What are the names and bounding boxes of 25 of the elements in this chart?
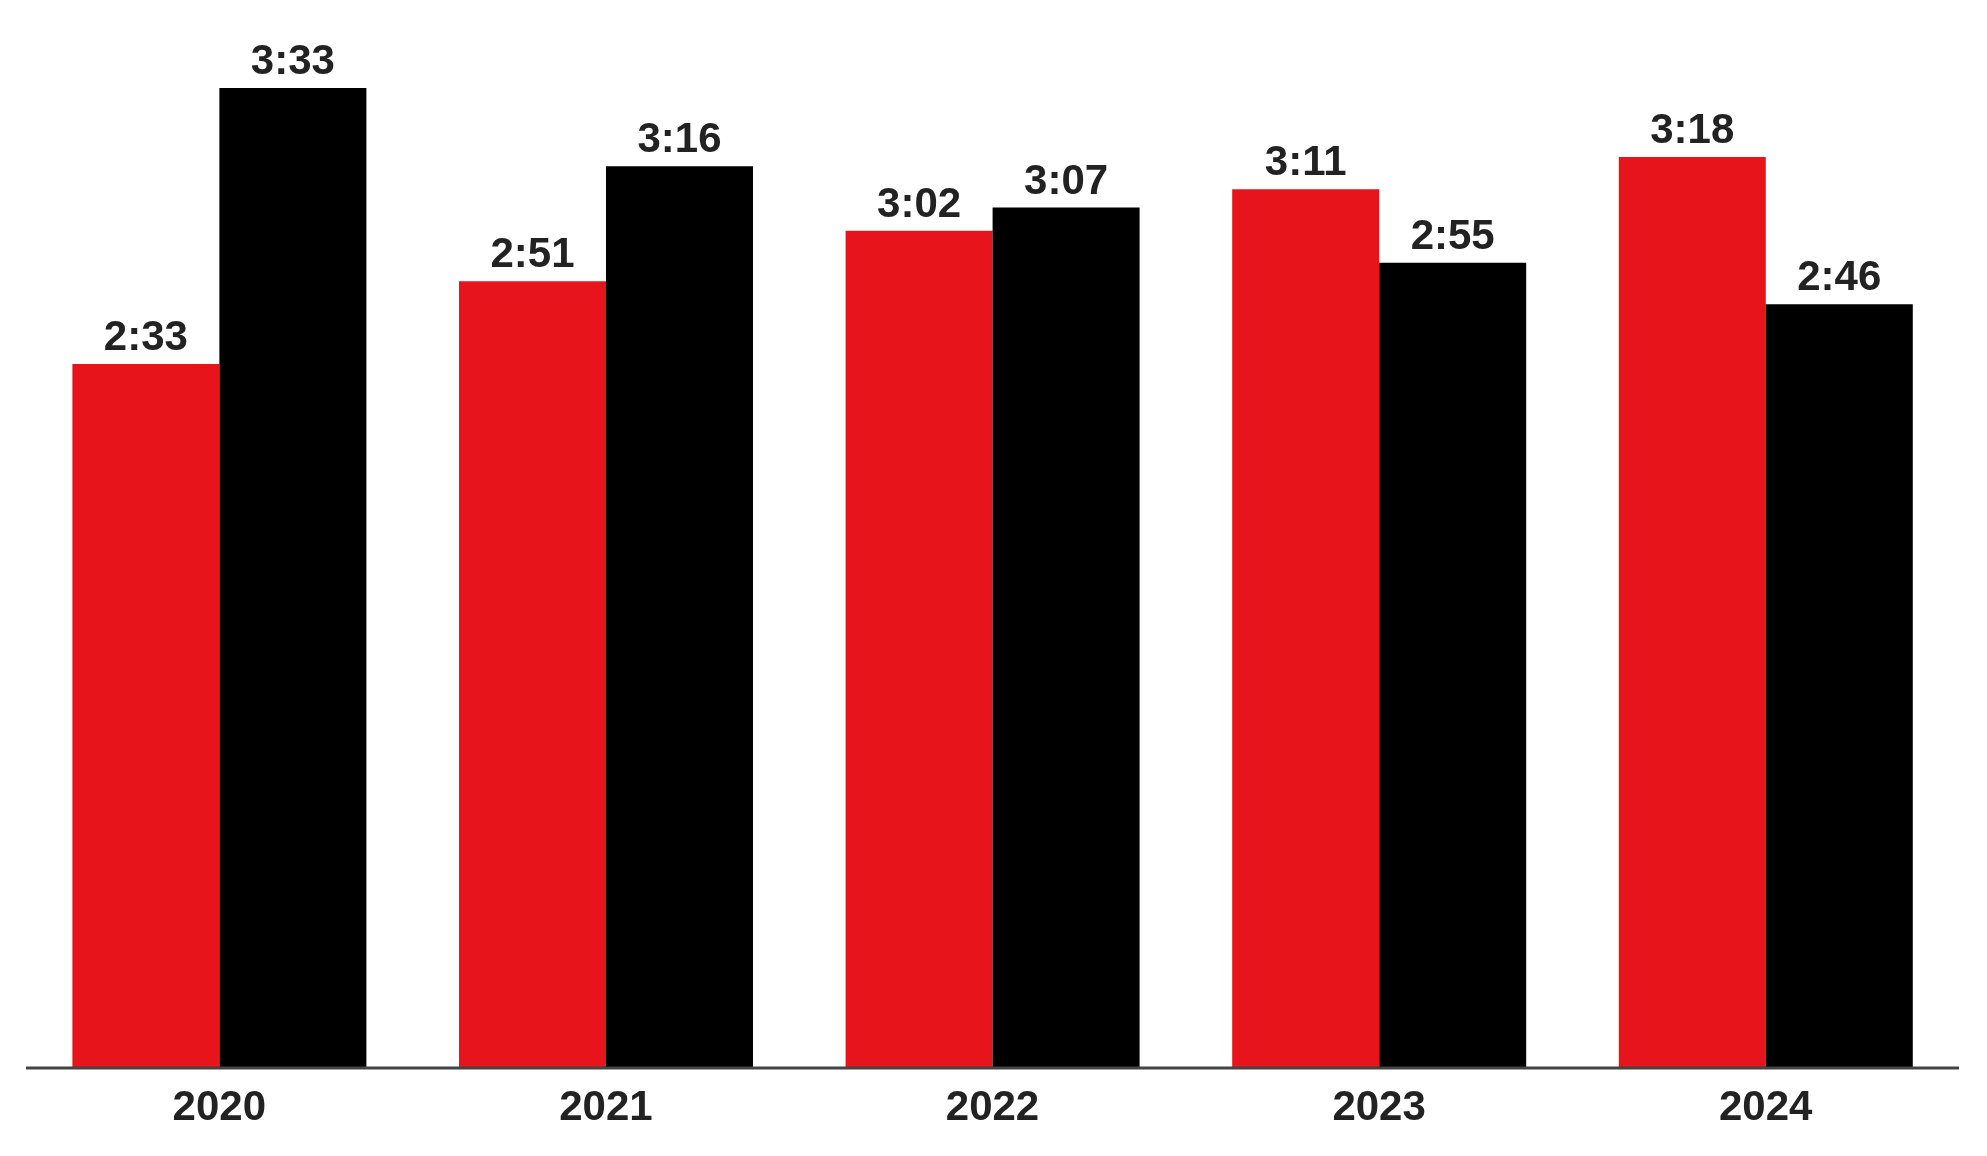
data-label: 3:11 [1264, 137, 1347, 185]
bar [845, 230, 993, 1068]
bar [1232, 189, 1380, 1068]
data-label: 2:55 [1410, 210, 1495, 258]
data-label: 3:07 [1024, 155, 1109, 203]
data-label: 2:46 [1797, 252, 1882, 300]
bar [1765, 304, 1913, 1068]
x-tick-label: 2020 [172, 1081, 267, 1129]
data-label: 3:02 [877, 178, 962, 226]
bar [1379, 262, 1527, 1068]
x-tick-label: 2022 [945, 1081, 1040, 1129]
bar [605, 166, 753, 1068]
x-tick-label: 2024 [1718, 1081, 1814, 1129]
x-tick-label: 2021 [559, 1081, 653, 1129]
data-label: 2:33 [103, 312, 188, 360]
data-label: 3:16 [637, 114, 722, 162]
data-label: 3:18 [1650, 105, 1735, 153]
bar [458, 281, 606, 1068]
bar [992, 207, 1140, 1068]
data-label: 3:33 [250, 36, 335, 83]
bar [72, 364, 220, 1068]
data-label: 2:51 [490, 229, 575, 277]
x-tick-label: 2023 [1332, 1081, 1426, 1129]
bar [219, 88, 367, 1068]
bar [1618, 157, 1766, 1068]
